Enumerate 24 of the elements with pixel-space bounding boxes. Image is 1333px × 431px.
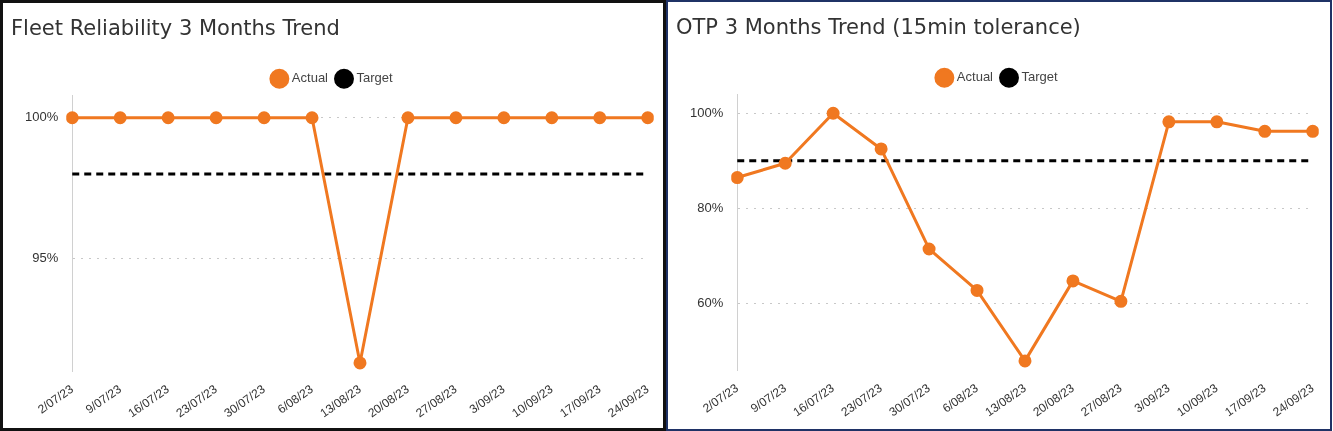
legend-label: Target: [1021, 69, 1059, 85]
point: [826, 106, 840, 120]
y-tick-label: 100%: [690, 104, 724, 120]
chart-title: OTP 3 Months Trend (15min tolerance): [676, 15, 1081, 40]
legend-label: Target: [356, 70, 394, 86]
y-tick-label: 100%: [25, 109, 59, 125]
point: [970, 283, 984, 297]
legend-label: Actual: [291, 70, 329, 86]
point: [1162, 115, 1176, 129]
point: [778, 156, 792, 170]
point: [1210, 115, 1224, 129]
point: [1258, 124, 1272, 138]
point: [731, 171, 744, 185]
point: [1018, 354, 1032, 368]
chart-title: Fleet Reliability 3 Months Trend: [11, 16, 340, 41]
point: [874, 142, 888, 156]
point: [922, 242, 936, 256]
y-tick-label: 80%: [697, 200, 724, 216]
y-tick-label: 95%: [32, 250, 59, 266]
point: [1066, 274, 1080, 288]
point: [1306, 124, 1319, 138]
legend-label: Actual: [956, 69, 994, 85]
point: [1114, 294, 1128, 308]
y-tick-label: 60%: [697, 295, 724, 311]
